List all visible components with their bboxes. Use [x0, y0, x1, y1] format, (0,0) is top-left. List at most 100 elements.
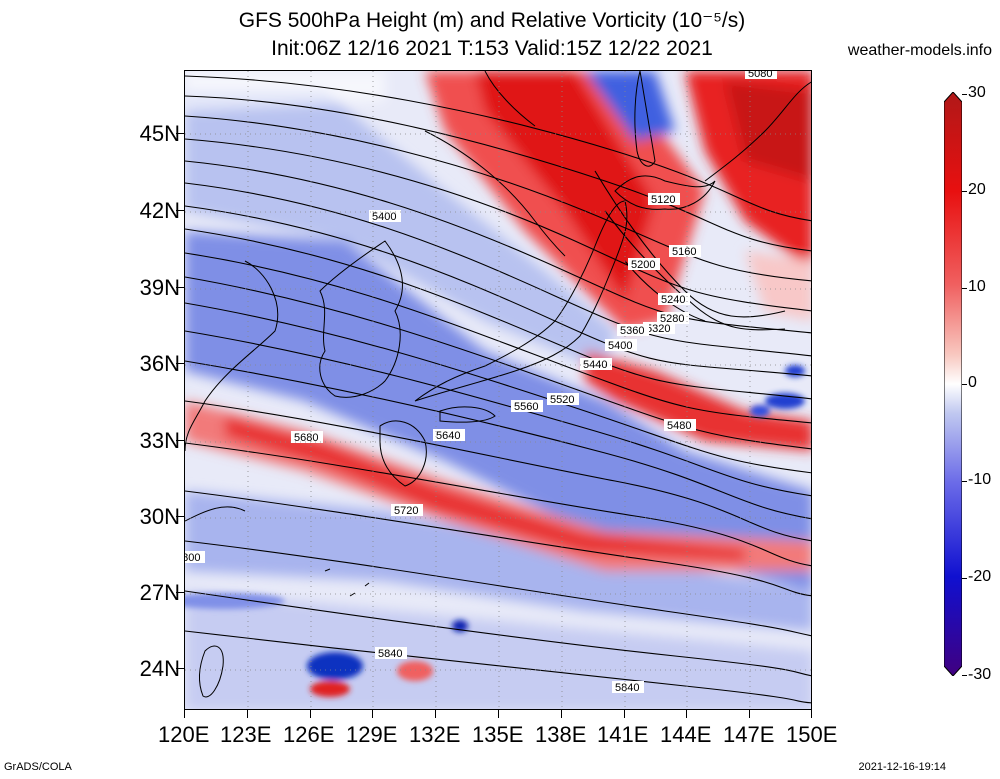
lat-label-33n: 33N — [139, 428, 180, 453]
lat-label-45n: 45N — [139, 121, 180, 146]
colorbar-label-30: 30 — [968, 84, 986, 101]
svg-text:5840: 5840 — [378, 648, 402, 660]
contour-label-5400b: 5400 — [369, 210, 401, 223]
contour-label-5800: 5800 — [185, 551, 205, 564]
lat-tick — [176, 592, 184, 593]
colorbar-label-neg10: -10 — [968, 471, 992, 488]
contour-label-5560: 5560 — [511, 400, 543, 413]
contour-label-5120: 5120 — [648, 193, 680, 206]
svg-text:5840: 5840 — [615, 682, 639, 694]
svg-text:5400: 5400 — [372, 211, 396, 223]
lat-label-42n: 42N — [139, 198, 180, 223]
graticule — [185, 71, 811, 709]
contour-label-5480: 5480 — [664, 419, 696, 432]
lat-tick — [176, 516, 184, 517]
lat-tick — [176, 668, 184, 669]
svg-text:5080: 5080 — [748, 71, 772, 80]
contour-label-5080: 5080 — [745, 71, 777, 80]
contour-label-5320: 5320 — [643, 322, 675, 335]
svg-text:5240: 5240 — [661, 294, 685, 306]
lat-tick — [176, 210, 184, 211]
generation-timestamp: 2021-12-16-19:14 — [858, 761, 946, 773]
contour-label-5640: 5640 — [433, 429, 465, 442]
contour-label-5840b: 5840 — [612, 681, 644, 694]
lon-label-144e: 144E — [660, 722, 712, 747]
colorbar-tick — [962, 191, 967, 192]
contour-label-5160: 5160 — [669, 245, 701, 258]
coastlines — [185, 71, 811, 698]
lat-label-36n: 36N — [139, 351, 180, 376]
svg-text:5160: 5160 — [672, 246, 696, 258]
svg-text:5520: 5520 — [550, 394, 574, 406]
svg-text:5360: 5360 — [620, 325, 644, 337]
svg-text:5480: 5480 — [667, 420, 691, 432]
lon-label-126e: 126E — [283, 722, 335, 747]
colorbar-label-0: 0 — [968, 374, 977, 391]
colorbar-label-neg30: -30 — [968, 666, 992, 683]
svg-text:5320: 5320 — [646, 323, 670, 335]
contour-label-5720: 5720 — [391, 504, 423, 517]
colorbar-label-neg20: -20 — [968, 568, 992, 585]
colorbar-tick — [962, 578, 967, 579]
colorbar-tick — [962, 675, 967, 676]
site-credit[interactable]: weather-models.info — [847, 42, 992, 59]
lon-tick — [372, 710, 373, 718]
map-plot: 5080 5120 5160 5200 5240 5280 5320 5360 … — [184, 70, 812, 710]
contour-label-5440: 5440 — [580, 358, 612, 371]
contour-label-5280: 5280 — [657, 312, 689, 325]
lon-tick — [561, 710, 562, 718]
contour-label-5240: 5240 — [658, 293, 690, 306]
lat-tick — [176, 287, 184, 288]
lon-label-123e: 123E — [220, 722, 272, 747]
colorbar-tick — [962, 481, 967, 482]
lon-label-129e: 129E — [346, 722, 398, 747]
contour-label-5200: 5200 — [628, 258, 660, 271]
colorbar-tick — [962, 384, 967, 385]
lon-label-147e: 147E — [723, 722, 775, 747]
lat-label-27n: 27N — [139, 580, 180, 605]
svg-text:5120: 5120 — [651, 194, 675, 206]
colorbar-label-20: 20 — [968, 181, 986, 198]
colorbar-tick — [962, 288, 967, 289]
height-contours — [185, 75, 811, 704]
lat-tick — [176, 440, 184, 441]
lon-tick — [247, 710, 248, 718]
lat-label-30n: 30N — [139, 504, 180, 529]
contour-labels: 5080 5120 5160 5200 5240 5280 5320 5360 … — [185, 71, 777, 694]
lon-label-150e: 150E — [786, 722, 838, 747]
vorticity-colorbar — [944, 92, 962, 676]
map-field: 5080 5120 5160 5200 5240 5280 5320 5360 … — [185, 71, 811, 709]
contour-label-5360: 5360 — [617, 324, 649, 337]
contour-label-5520: 5520 — [547, 393, 579, 406]
colorbar-tick — [962, 94, 967, 95]
svg-text:5200: 5200 — [631, 259, 655, 271]
lon-tick — [310, 710, 311, 718]
lon-tick — [624, 710, 625, 718]
lat-label-39n: 39N — [139, 275, 180, 300]
grads-credit: GrADS/COLA — [4, 761, 72, 773]
svg-text:5400: 5400 — [608, 340, 632, 352]
lon-tick — [811, 710, 812, 718]
contour-label-5680: 5680 — [291, 431, 323, 444]
lon-label-141e: 141E — [597, 722, 649, 747]
map-title: GFS 500hPa Height (m) and Relative Vorti… — [238, 9, 746, 32]
contour-label-5840a: 5840 — [375, 647, 407, 660]
lon-tick — [498, 710, 499, 718]
lon-label-135e: 135E — [472, 722, 524, 747]
lon-label-120e: 120E — [158, 722, 210, 747]
lon-label-132e: 132E — [409, 722, 461, 747]
contour-label-5400a: 5400 — [605, 339, 637, 352]
lat-tick — [176, 133, 184, 134]
colorbar-label-10: 10 — [968, 278, 986, 295]
svg-text:5640: 5640 — [436, 430, 460, 442]
lat-label-24n: 24N — [139, 656, 180, 681]
svg-text:5720: 5720 — [394, 505, 418, 517]
lon-label-138e: 138E — [535, 722, 587, 747]
svg-text:5680: 5680 — [294, 432, 318, 444]
svg-text:5800: 5800 — [185, 552, 200, 564]
svg-text:5560: 5560 — [514, 401, 538, 413]
lon-tick — [749, 710, 750, 718]
lat-tick — [176, 363, 184, 364]
map-subtitle: Init:06Z 12/16 2021 T:153 Valid:15Z 12/2… — [271, 37, 713, 60]
lon-tick — [686, 710, 687, 718]
